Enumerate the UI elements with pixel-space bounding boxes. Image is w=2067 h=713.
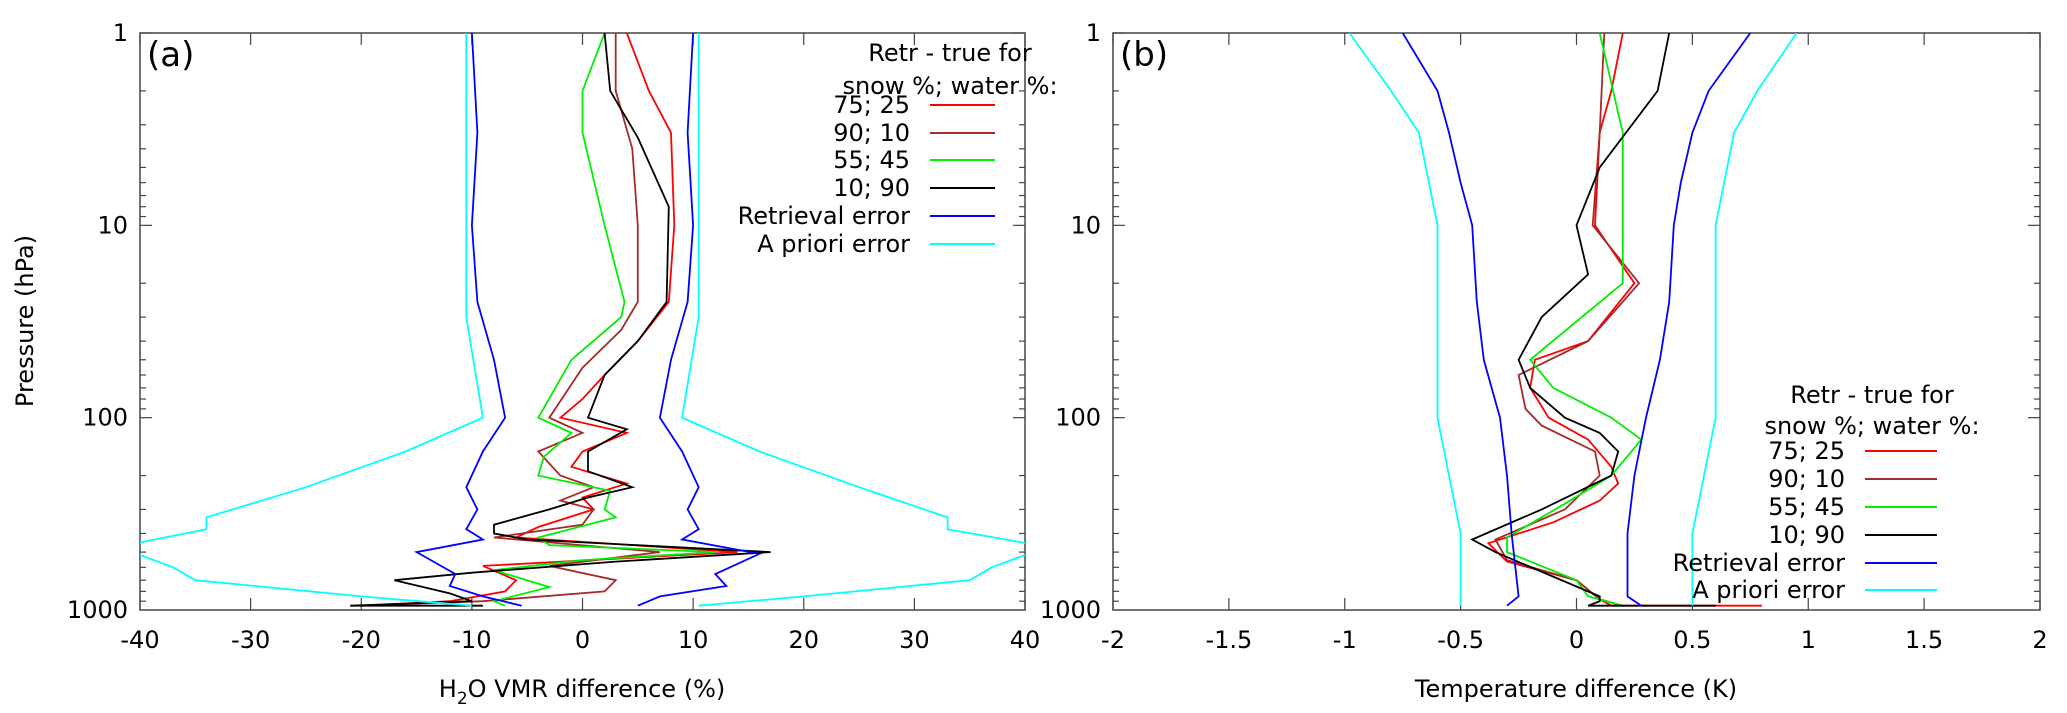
series-line-75-25 — [1486, 33, 1762, 607]
series-line-a-priori-error — [140, 33, 484, 607]
panel-label-a: (a) — [147, 35, 194, 75]
legend-label: 10; 90 — [1768, 521, 1845, 549]
series-line-90-10 — [361, 33, 661, 607]
series-line-retrieval-error — [414, 33, 522, 607]
y-tick-label: 1000 — [67, 596, 128, 624]
series-group — [140, 33, 1025, 607]
y-tick-label: 1 — [1086, 19, 1101, 47]
legend-label: 75; 25 — [833, 91, 910, 119]
panel-label-b: (b) — [1120, 35, 1168, 75]
x-title-a-main: H — [439, 675, 457, 703]
legend-label: 55; 45 — [833, 146, 910, 174]
x-tick-label: 2 — [2032, 626, 2047, 654]
series-group — [1348, 33, 1798, 607]
series-line-a-priori-error-positive — [681, 33, 1025, 607]
x-title-a-rest: O VMR difference (%) — [468, 675, 726, 703]
x-tick-label: 1.5 — [1905, 626, 1943, 654]
x-tick-label: 0 — [1569, 626, 1584, 654]
series-line-90-10 — [1494, 33, 1641, 607]
y-tick-label: 1000 — [1040, 596, 1101, 624]
series-line-retrieval-error — [1401, 33, 1520, 607]
y-tick-label: 10 — [97, 211, 128, 239]
x-tick-label: -1.5 — [1205, 626, 1252, 654]
legend-label: 10; 90 — [833, 174, 910, 202]
x-tick-label: 0 — [575, 626, 590, 654]
series-line-retrieval-error-positive — [637, 33, 763, 607]
series-line-a-priori-error-positive — [1691, 33, 1798, 606]
x-tick-label: -20 — [342, 626, 381, 654]
x-tick-label: -1 — [1333, 626, 1357, 654]
series-line-55-45 — [491, 33, 716, 607]
x-tick-label: -2 — [1101, 626, 1125, 654]
x-tick-label: -40 — [120, 626, 159, 654]
legend-label: 75; 25 — [1768, 437, 1845, 465]
x-tick-label: 40 — [1010, 626, 1041, 654]
series-line-55-45 — [1506, 33, 1643, 607]
series-line-10-90 — [1470, 33, 1716, 607]
legend-label: A priori error — [757, 230, 910, 258]
legend-title: snow %; water %: — [842, 72, 1057, 100]
series-line-retrieval-error-positive — [1626, 33, 1752, 607]
legend-label: Retrieval error — [1673, 549, 1846, 577]
x-tick-label: 10 — [678, 626, 709, 654]
legend-label: 90; 10 — [1768, 465, 1845, 493]
y-tick-label: 1 — [113, 19, 128, 47]
panel-a: -40 -30 -20 -10 0 10 20 30 40 1 10 100 1000 Retr - tr… — [67, 19, 1058, 654]
x-axis-title-b: Temperature difference (K) — [1414, 675, 1737, 703]
legend-title: Retr - true for — [1790, 381, 1954, 409]
y-tick-label: 10 — [1070, 211, 1101, 239]
x-tick-label: -0.5 — [1437, 626, 1484, 654]
x-tick-label: -10 — [452, 626, 491, 654]
x-axis-title-a: H2O VMR difference (%) — [439, 675, 725, 709]
series-line-10-90 — [350, 33, 771, 607]
x-tick-label: -30 — [231, 626, 270, 654]
y-tick-label: 100 — [1055, 404, 1101, 432]
x-tick-label: 1 — [1801, 626, 1816, 654]
legend-label: 90; 10 — [833, 119, 910, 147]
series-line-75-25 — [361, 33, 738, 607]
x-tick-label: 20 — [788, 626, 819, 654]
y-axis-title: Pressure (hPa) — [11, 235, 39, 407]
panel-b: -2 -1.5 -1 -0.5 0 0.5 1 1.5 2 1 10 100 1000 Retr - tr… — [1040, 19, 2048, 654]
y-tick-label: 100 — [82, 404, 128, 432]
legend-title: snow %; water %: — [1764, 412, 1979, 440]
legend-label: 55; 45 — [1768, 493, 1845, 521]
legend-label: A priori error — [1692, 576, 1845, 604]
x-tick-label: 0.5 — [1673, 626, 1711, 654]
legend-label: Retrieval error — [738, 202, 911, 230]
x-title-a-sub: 2 — [457, 689, 468, 709]
series-line-a-priori-error — [1348, 33, 1462, 606]
legend-title: Retr - true for — [868, 39, 1032, 67]
x-tick-label: 30 — [899, 626, 930, 654]
